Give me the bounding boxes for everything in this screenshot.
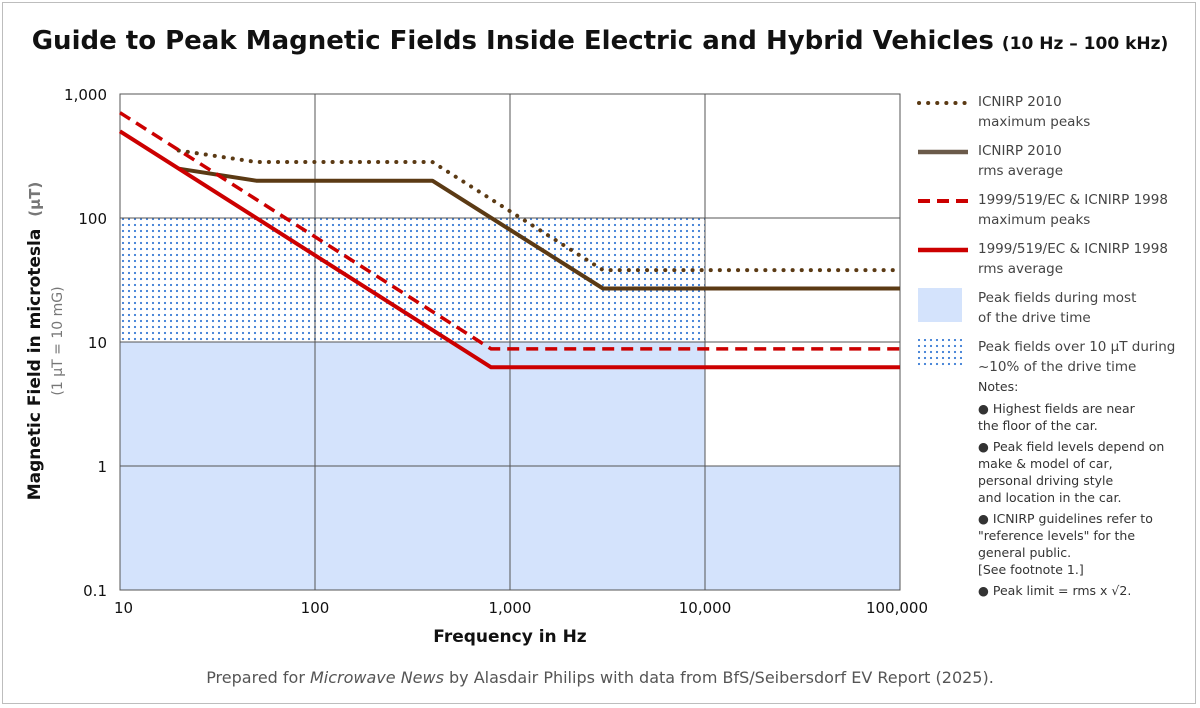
legend-label-4a: 1999/519/EC & ICNIRP 1998 [978, 241, 1168, 257]
notes: Notes: ● Highest fields are near the flo… [978, 378, 1188, 603]
legend-swatch-dotted-brown [917, 101, 968, 105]
note-3: ● ICNIRP guidelines refer to "reference … [978, 510, 1188, 578]
note-3-line-2: "reference levels" for the [978, 528, 1136, 543]
note-2-line-1: ● Peak field levels depend on [978, 439, 1165, 454]
legend-item-ec1998-rms: 1999/519/EC & ICNIRP 1998 rms average [916, 239, 1186, 285]
legend-label-2a: ICNIRP 2010 [978, 143, 1062, 159]
y-tick-label-0: 0.1 [83, 582, 107, 600]
note-2-line-3: personal driving style [978, 473, 1114, 488]
chart-title-main: Guide to Peak Magnetic Fields Inside Ele… [31, 26, 994, 56]
region-ten_percent [120, 218, 705, 342]
notes-heading: Notes: [978, 379, 1019, 394]
series-line-icnirp2010_peak [176, 148, 902, 273]
legend-item-icnirp2010-peak: ICNIRP 2010 maximum peaks [916, 92, 1186, 138]
x-tick-label-4: 100,000 [866, 599, 928, 617]
note-1-line-2: the floor of the car. [978, 418, 1098, 433]
y-axis-label-main: Magnetic Field in microtesla [25, 229, 45, 501]
note-2-line-2: make & model of car, [978, 456, 1113, 471]
legend-item-ten-percent: Peak fields over 10 µT during ~10% of the… [916, 337, 1186, 383]
legend-label-6b: ~10% of the drive time [978, 359, 1137, 375]
legend-label-6a: Peak fields over 10 µT during [978, 339, 1176, 355]
footer-pre: Prepared for [206, 668, 310, 687]
legend-label-5a: Peak fields during most [978, 290, 1137, 306]
y-tick-label-1: 1 [97, 458, 107, 476]
x-tick-label-3: 10,000 [679, 599, 732, 617]
x-tick-label-2: 1,000 [489, 599, 532, 617]
note-3-line-3: general public. [978, 545, 1072, 560]
legend-label-1a: ICNIRP 2010 [978, 94, 1062, 110]
legend-label-2b: rms average [978, 163, 1064, 179]
y-axis-label-unit: (µT) [26, 182, 44, 217]
note-1: ● Highest fields are near the floor of t… [978, 400, 1188, 434]
note-2-line-4: and location in the car. [978, 490, 1122, 505]
note-1-line-1: ● Highest fields are near [978, 401, 1135, 416]
y-tick-label-3: 100 [78, 210, 107, 228]
footer-credit: Prepared for Microwave News by Alasdair … [0, 668, 1200, 687]
legend-swatch-solid-brown [918, 149, 968, 155]
series-line-icnirp2010_rms [178, 166, 900, 291]
series-line-ec1998_rms [118, 129, 900, 370]
note-3-line-4: [See footnote 1.] [978, 562, 1084, 577]
legend-label-1b: maximum peaks [978, 114, 1091, 130]
x-tick-label-1: 100 [301, 599, 330, 617]
legend-label-4b: rms average [978, 261, 1064, 277]
y-tick-label-2: 10 [88, 334, 107, 352]
legend-swatch-solid-red [918, 247, 968, 253]
legend-item-most-time: Peak fields during most of the drive time [916, 288, 1186, 334]
footer-post: by Alasdair Philips with data from BfS/S… [443, 668, 994, 687]
note-2: ● Peak field levels depend on make & mod… [978, 438, 1188, 506]
x-axis-label: Frequency in Hz [433, 627, 586, 647]
legend-item-ec1998-peak: 1999/519/EC & ICNIRP 1998 maximum peaks [916, 190, 1186, 236]
y-axis-sublabel: (1 µT = 10 mG) [50, 286, 66, 395]
legend-swatch-dashed-red [918, 199, 968, 203]
note-4: ● Peak limit = rms x √2. [978, 583, 1132, 598]
footer-publication: Microwave News [309, 668, 444, 687]
legend-label-5b: of the drive time [978, 310, 1091, 326]
legend-swatch-light-blue [918, 288, 962, 322]
series-line-ec1998_peak [119, 111, 900, 351]
chart-title-range: (10 Hz – 100 kHz) [1001, 34, 1169, 54]
note-3-line-1: ● ICNIRP guidelines refer to [978, 511, 1153, 526]
legend-swatch-blue-dots [918, 339, 962, 369]
legend-label-3b: maximum peaks [978, 212, 1091, 228]
chart-title: Guide to Peak Magnetic Fields Inside Ele… [0, 26, 1200, 56]
y-axis-label: Magnetic Field in microtesla (µT) [25, 182, 45, 501]
legend-label-3a: 1999/519/EC & ICNIRP 1998 [978, 192, 1168, 208]
y-tick-label-4: 1,000 [64, 86, 107, 104]
legend-item-icnirp2010-rms: ICNIRP 2010 rms average [916, 141, 1186, 187]
x-tick-label-0: 10 [114, 599, 133, 617]
